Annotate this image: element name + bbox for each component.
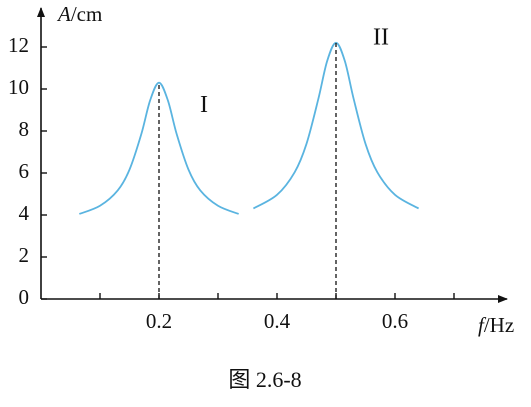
- x-tick-label: 0.4: [264, 309, 291, 333]
- resonance-curve: [79, 81, 239, 215]
- x-tick-label: 0.6: [382, 309, 408, 333]
- x-label-symbol: f: [478, 313, 487, 337]
- y-tick-label: 2: [19, 243, 30, 267]
- resonance-curve: [252, 41, 420, 210]
- x-label-unit: /Hz: [484, 313, 514, 337]
- curve-label: I: [200, 92, 208, 118]
- y-tick-label: 6: [19, 159, 30, 183]
- curve-label: II: [373, 24, 389, 50]
- y-tick-label: 10: [8, 75, 29, 99]
- y-tick-label: 0: [19, 285, 30, 309]
- y-tick-label: 8: [19, 117, 30, 141]
- y-tick-label: 4: [19, 201, 30, 225]
- y-tick-label: 12: [8, 33, 29, 57]
- y-label-unit: /cm: [71, 2, 103, 26]
- x-axis-label: f/Hz: [478, 313, 514, 337]
- y-label-symbol: A: [56, 2, 71, 26]
- caption: 图 2.6-8: [228, 367, 301, 392]
- x-tick-label: 0.2: [146, 309, 172, 333]
- y-axis-label: A/cm: [56, 2, 102, 26]
